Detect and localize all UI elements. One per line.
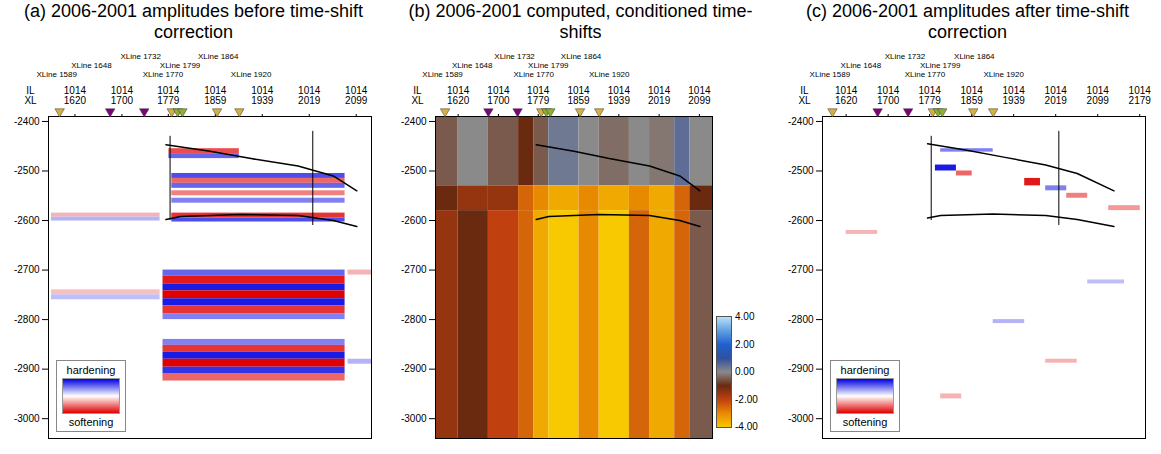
svg-text:XLine 1648: XLine 1648 [841,61,882,70]
svg-text:-2400: -2400 [14,116,40,127]
svg-text:10141859: 10141859 [567,85,590,106]
svg-text:10141859: 10141859 [961,85,984,106]
svg-text:-2900: -2900 [401,363,427,374]
svg-text:XLine 1589: XLine 1589 [36,70,77,79]
svg-text:XLine 1770: XLine 1770 [513,70,554,79]
svg-text:XLine 1770: XLine 1770 [905,70,946,79]
svg-text:-2500: -2500 [401,165,427,176]
html-text:hardening: hardening [840,364,890,376]
svg-text:10142019: 10142019 [648,85,671,106]
svg-text:10142099: 10142099 [688,85,711,106]
html-text:softening: softening [842,416,888,428]
svg-text:-2800: -2800 [401,314,427,325]
svg-text:-2700: -2700 [14,264,40,275]
svg-text:XLine 1648: XLine 1648 [71,61,112,70]
svg-text:-2800: -2800 [14,314,40,325]
svg-text:XLine 1864: XLine 1864 [561,52,602,61]
svg-text:-2400: -2400 [401,116,427,127]
svg-text:-2500: -2500 [788,165,814,176]
svg-text:-2600: -2600 [401,215,427,226]
svg-text:10141620: 10141620 [835,85,858,106]
svg-text:ILXL: ILXL [411,85,424,106]
svg-text:XLine 1589: XLine 1589 [810,70,851,79]
svg-text:10141859: 10141859 [204,85,227,106]
svg-text:XLine 1799: XLine 1799 [528,61,569,70]
html-text:2.00: 2.00 [735,338,755,349]
svg-text:-2400: -2400 [788,116,814,127]
svg-text:-2900: -2900 [14,363,40,374]
svg-text:-3000: -3000 [788,413,814,424]
svg-text:-2800: -2800 [788,314,814,325]
svg-text:10141779: 10141779 [527,85,550,106]
svg-text:XLine 1799: XLine 1799 [920,61,961,70]
svg-text:XLine 1920: XLine 1920 [983,70,1024,79]
html-text:0.00: 0.00 [735,365,755,377]
svg-text:XLine 1732: XLine 1732 [885,52,926,61]
svg-text:10141779: 10141779 [157,85,180,106]
svg-text:ILXL: ILXL [24,85,37,106]
svg-text:10141700: 10141700 [487,85,510,106]
svg-text:-2600: -2600 [14,215,40,226]
svg-text:10142019: 10142019 [298,85,321,106]
svg-text:10142019: 10142019 [1045,85,1068,106]
svg-text:XLine 1732: XLine 1732 [120,52,161,61]
html-text:(b) 2006-2001 computed, condit: (b) 2006-2001 computed, conditioned time… [408,1,753,42]
svg-text:10141779: 10141779 [919,85,942,106]
svg-text:10141939: 10141939 [251,85,274,106]
svg-text:ILXL: ILXL [798,85,811,106]
svg-text:XLine 1920: XLine 1920 [231,70,272,79]
svg-text:10141939: 10141939 [1003,85,1026,106]
svg-text:10141620: 10141620 [64,85,87,106]
svg-text:XLine 1648: XLine 1648 [452,61,493,70]
html-text:(c) 2006-2001 amplitudes after: (c) 2006-2001 amplitudes after time-shif… [805,1,1130,42]
svg-text:-3000: -3000 [14,413,40,424]
svg-text:-3000: -3000 [401,413,427,424]
svg-text:-2900: -2900 [788,363,814,374]
svg-text:XLine 1732: XLine 1732 [494,52,535,61]
svg-text:XLine 1799: XLine 1799 [160,61,201,70]
html-text:(a) 2006-2001 amplitudes befor: (a) 2006-2001 amplitudes before time-shi… [23,1,364,42]
svg-text:-2700: -2700 [788,264,814,275]
svg-text:10141620: 10141620 [447,85,470,106]
svg-text:10141700: 10141700 [111,85,134,106]
html-text:4.00: 4.00 [735,310,755,322]
svg-text:-2700: -2700 [401,264,427,275]
svg-text:10142099: 10142099 [345,85,368,106]
html-text:-4.00: -4.00 [735,420,758,432]
svg-text:XLine 1864: XLine 1864 [954,52,995,61]
svg-text:-2500: -2500 [14,165,40,176]
svg-text:10142179: 10142179 [1129,85,1152,106]
svg-text:XLine 1920: XLine 1920 [589,70,630,79]
html-text:softening: softening [68,416,114,428]
svg-text:-2600: -2600 [788,215,814,226]
svg-text:XLine 1589: XLine 1589 [422,70,463,79]
html-text:-2.00: -2.00 [735,393,758,404]
svg-text:10142099: 10142099 [1087,85,1110,106]
svg-text:10141939: 10141939 [608,85,631,106]
html-text:hardening: hardening [66,364,116,376]
svg-text:XLine 1864: XLine 1864 [198,52,239,61]
svg-text:XLine 1770: XLine 1770 [143,70,184,79]
svg-text:10141700: 10141700 [877,85,900,106]
